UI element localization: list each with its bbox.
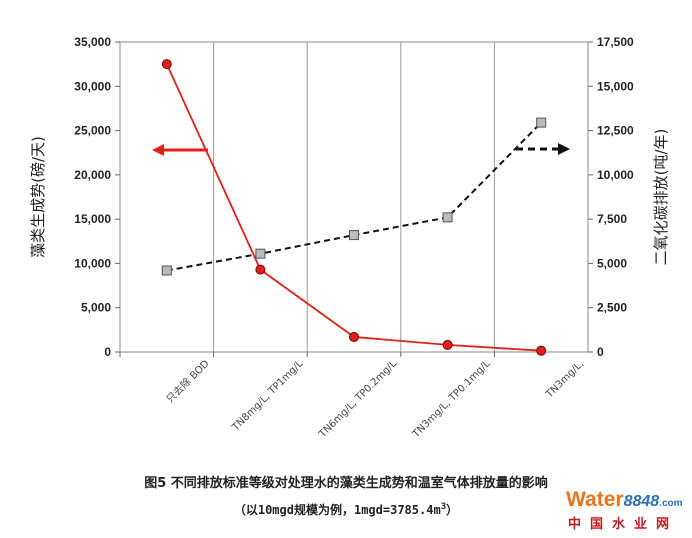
- y-tick-label: 5,000: [81, 301, 111, 315]
- y2-axis-label: 二氧化碳排放(吨/年): [652, 129, 670, 266]
- y-tick-label: 10,000: [74, 256, 111, 270]
- logo-chinese: 中国水业网: [568, 517, 679, 532]
- y-axis-label: 藻类生成势(磅/天): [29, 136, 47, 258]
- series-1-point: [255, 264, 266, 275]
- series-2-point: [161, 265, 172, 276]
- series-2-point: [255, 248, 266, 259]
- figure-note-text: （以10mgd规模为例，1mgd=3785.4m: [233, 503, 441, 517]
- grid: [213, 42, 495, 352]
- y-tick-label: 35,000: [74, 35, 111, 49]
- series-2-line: [166, 121, 542, 272]
- x-tick-label: TN6mg/L, TP0.2mg/L: [317, 358, 400, 441]
- y2-tick-label: 12,500: [597, 124, 634, 138]
- series-2-point: [349, 230, 359, 241]
- x-tick-label: TN3mg/L, TP0.1mg/L: [410, 358, 493, 441]
- series-2-point: [536, 117, 547, 128]
- series-1-point: [442, 339, 453, 350]
- x-tick-label: TN3mg/L,: [544, 358, 587, 401]
- y-tick-label: 20,000: [74, 168, 111, 182]
- water8848-logo[interactable]: Water8848.com 中国水业网: [566, 488, 684, 534]
- y-tick-label: 0: [104, 345, 111, 359]
- figure-note-superscript: 3: [440, 502, 447, 512]
- arrows: [152, 143, 570, 156]
- series: [161, 59, 547, 356]
- y2-tick-label: 5,000: [597, 256, 627, 270]
- plot-frame: [119, 41, 589, 353]
- series-2-axis-arrow-head: [558, 143, 570, 155]
- figure-caption: 图5 不同排放标准等级对处理水的藻类生成势和温室气体排放量的影响: [144, 476, 548, 491]
- y-axis-left: 0 5,000 10,000 15,000 20,000 25,000 30,000 35,0…: [74, 35, 120, 359]
- y-tick-label: 25,000: [74, 124, 111, 138]
- figure-note: （以10mgd规模为例，1mgd=3785.4m3）: [0, 501, 692, 518]
- series-1-point: [536, 345, 547, 356]
- logo-brand: Water: [566, 488, 624, 511]
- y2-tick-label: 0: [597, 345, 604, 359]
- y2-tick-label: 7,500: [597, 212, 627, 226]
- series-1-point: [161, 59, 172, 70]
- series-1-axis-arrow-head: [152, 144, 164, 156]
- series-1-point: [349, 331, 359, 342]
- logo-domain: .com: [659, 498, 683, 509]
- y-tick-label: 15,000: [74, 212, 111, 226]
- y2-tick-label: 2,500: [597, 301, 627, 315]
- y-tick-label: 30,000: [74, 79, 111, 93]
- y2-tick-label: 15,000: [597, 79, 634, 93]
- logo-number: 8848: [623, 493, 660, 510]
- figure-note-end: ）: [446, 503, 459, 517]
- y-axis-right: 0 2,500 5,000 7,500 10,000 12,500 15,000 17,500: [588, 35, 634, 359]
- y2-tick-label: 10,000: [597, 168, 634, 182]
- series-2-point: [442, 212, 453, 223]
- chart: 0 5,000 10,000 15,000 20,000 25,000 30,000 35,0…: [29, 35, 670, 441]
- x-tick-label: TN8mg/L, TP1mg/L: [230, 358, 306, 434]
- x-axis: 只去除 BOD TN8mg/L, TP1mg/L TN6mg/L, TP0.2mg/…: [119, 352, 587, 441]
- y2-tick-label: 17,500: [597, 35, 634, 49]
- series-1-line: [165, 63, 542, 352]
- x-tick-label: 只去除 BOD: [163, 357, 212, 406]
